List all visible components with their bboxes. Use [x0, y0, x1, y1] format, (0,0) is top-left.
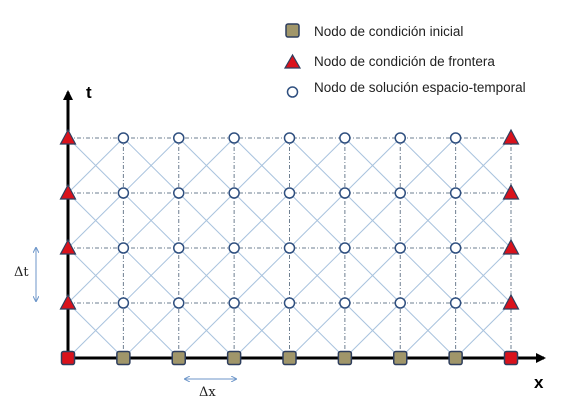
stencil-diagonal — [178, 192, 235, 249]
solution-node — [339, 242, 351, 254]
stencil-diagonal — [344, 137, 401, 194]
legend-solution-node-icon — [286, 86, 299, 98]
initial-condition-node — [171, 350, 186, 366]
solution-node — [173, 297, 185, 309]
boundary-condition-node — [502, 293, 520, 310]
stencil-diagonal — [455, 302, 512, 359]
solution-node — [449, 187, 462, 199]
stencil-diagonal — [233, 302, 290, 359]
legend-initial-node-label: Nodo de condición inicial — [314, 24, 463, 39]
stencil-diagonal — [123, 192, 180, 249]
solution-node — [394, 187, 406, 199]
stencil-diagonal — [233, 192, 290, 249]
solution-node — [283, 297, 296, 309]
solution-node — [173, 242, 185, 254]
stencil-diagonal — [289, 302, 346, 359]
solution-node — [117, 242, 130, 254]
stencil-diagonal — [233, 137, 290, 194]
stencil-diagonal — [233, 247, 290, 304]
solution-node — [339, 297, 351, 309]
stencil-diagonal — [67, 302, 124, 359]
stencil-diagonal — [178, 302, 235, 359]
solution-node — [339, 187, 351, 199]
stencil-diagonal — [455, 247, 512, 304]
boundary-condition-node — [59, 183, 77, 200]
boundary-condition-node — [59, 293, 77, 310]
solution-node — [117, 297, 130, 309]
solution-node — [449, 242, 462, 254]
stencil-diagonal — [67, 137, 124, 194]
solution-node — [117, 132, 130, 144]
solution-node — [449, 132, 462, 144]
solution-node — [394, 297, 406, 309]
stencil-diagonal — [289, 192, 346, 249]
solution-node — [228, 187, 240, 199]
solution-node — [117, 187, 130, 199]
dt-indicator: Δt — [14, 248, 36, 301]
solution-node — [228, 132, 240, 144]
solution-node — [228, 242, 240, 254]
solution-node — [394, 242, 406, 254]
stencil-diagonal — [455, 192, 512, 249]
dt-label: Δt — [14, 265, 29, 280]
boundary-condition-node — [502, 183, 520, 200]
legend: Nodo de condición inicial Nodo de condic… — [283, 23, 526, 98]
initial-condition-node — [282, 350, 297, 366]
solution-node — [449, 297, 462, 309]
solution-node — [283, 132, 296, 144]
stencil-diagonal — [123, 137, 180, 194]
boundary-condition-node — [59, 128, 77, 145]
corner-node — [60, 350, 76, 366]
stencil-diagonal — [399, 247, 456, 304]
boundary-condition-node — [59, 238, 77, 255]
stencil-diagonal — [344, 302, 401, 359]
initial-condition-node — [448, 350, 463, 366]
boundary-condition-node — [502, 238, 520, 255]
stencil-diagonal — [289, 247, 346, 304]
stencil-diagonal — [289, 137, 346, 194]
initial-condition-node — [337, 350, 353, 366]
stencil-diagonal — [123, 302, 180, 359]
t-axis-label: t — [86, 83, 92, 102]
legend-boundary-node-label: Nodo de condición de frontera — [314, 54, 495, 69]
boundary-condition-node — [502, 128, 520, 145]
stencil-diagonal — [344, 192, 401, 249]
legend-solution-node-label: Nodo de solución espacio-temporal — [314, 80, 526, 95]
grid-nodes — [59, 128, 520, 366]
solution-node — [228, 297, 240, 309]
legend-boundary-node-icon — [283, 53, 302, 69]
stencil-diagonal — [67, 192, 124, 249]
solution-node — [283, 187, 296, 199]
solution-node — [173, 187, 185, 199]
solution-node — [173, 132, 185, 144]
initial-condition-node — [393, 350, 408, 366]
stencil-diagonals — [67, 137, 512, 359]
stencil-diagonal — [399, 302, 456, 359]
x-axis-label: x — [534, 373, 544, 392]
legend-initial-node-icon — [285, 23, 300, 38]
stencil-diagonal — [123, 247, 180, 304]
stencil-diagonal — [67, 247, 124, 304]
stencil-diagonal — [178, 137, 235, 194]
solution-node — [339, 132, 351, 144]
stencil-diagonal — [455, 137, 512, 194]
initial-condition-node — [226, 350, 242, 366]
solution-node — [283, 242, 296, 254]
dx-indicator: Δx — [185, 379, 236, 400]
stencil-diagonal — [399, 192, 456, 249]
stencil-diagonal — [344, 247, 401, 304]
dx-label: Δx — [199, 385, 216, 400]
initial-condition-node — [116, 350, 131, 366]
solution-node — [394, 132, 406, 144]
corner-node — [503, 350, 519, 366]
stencil-diagonal — [399, 137, 456, 194]
stencil-diagonal — [178, 247, 235, 304]
axes: t x — [63, 83, 546, 392]
